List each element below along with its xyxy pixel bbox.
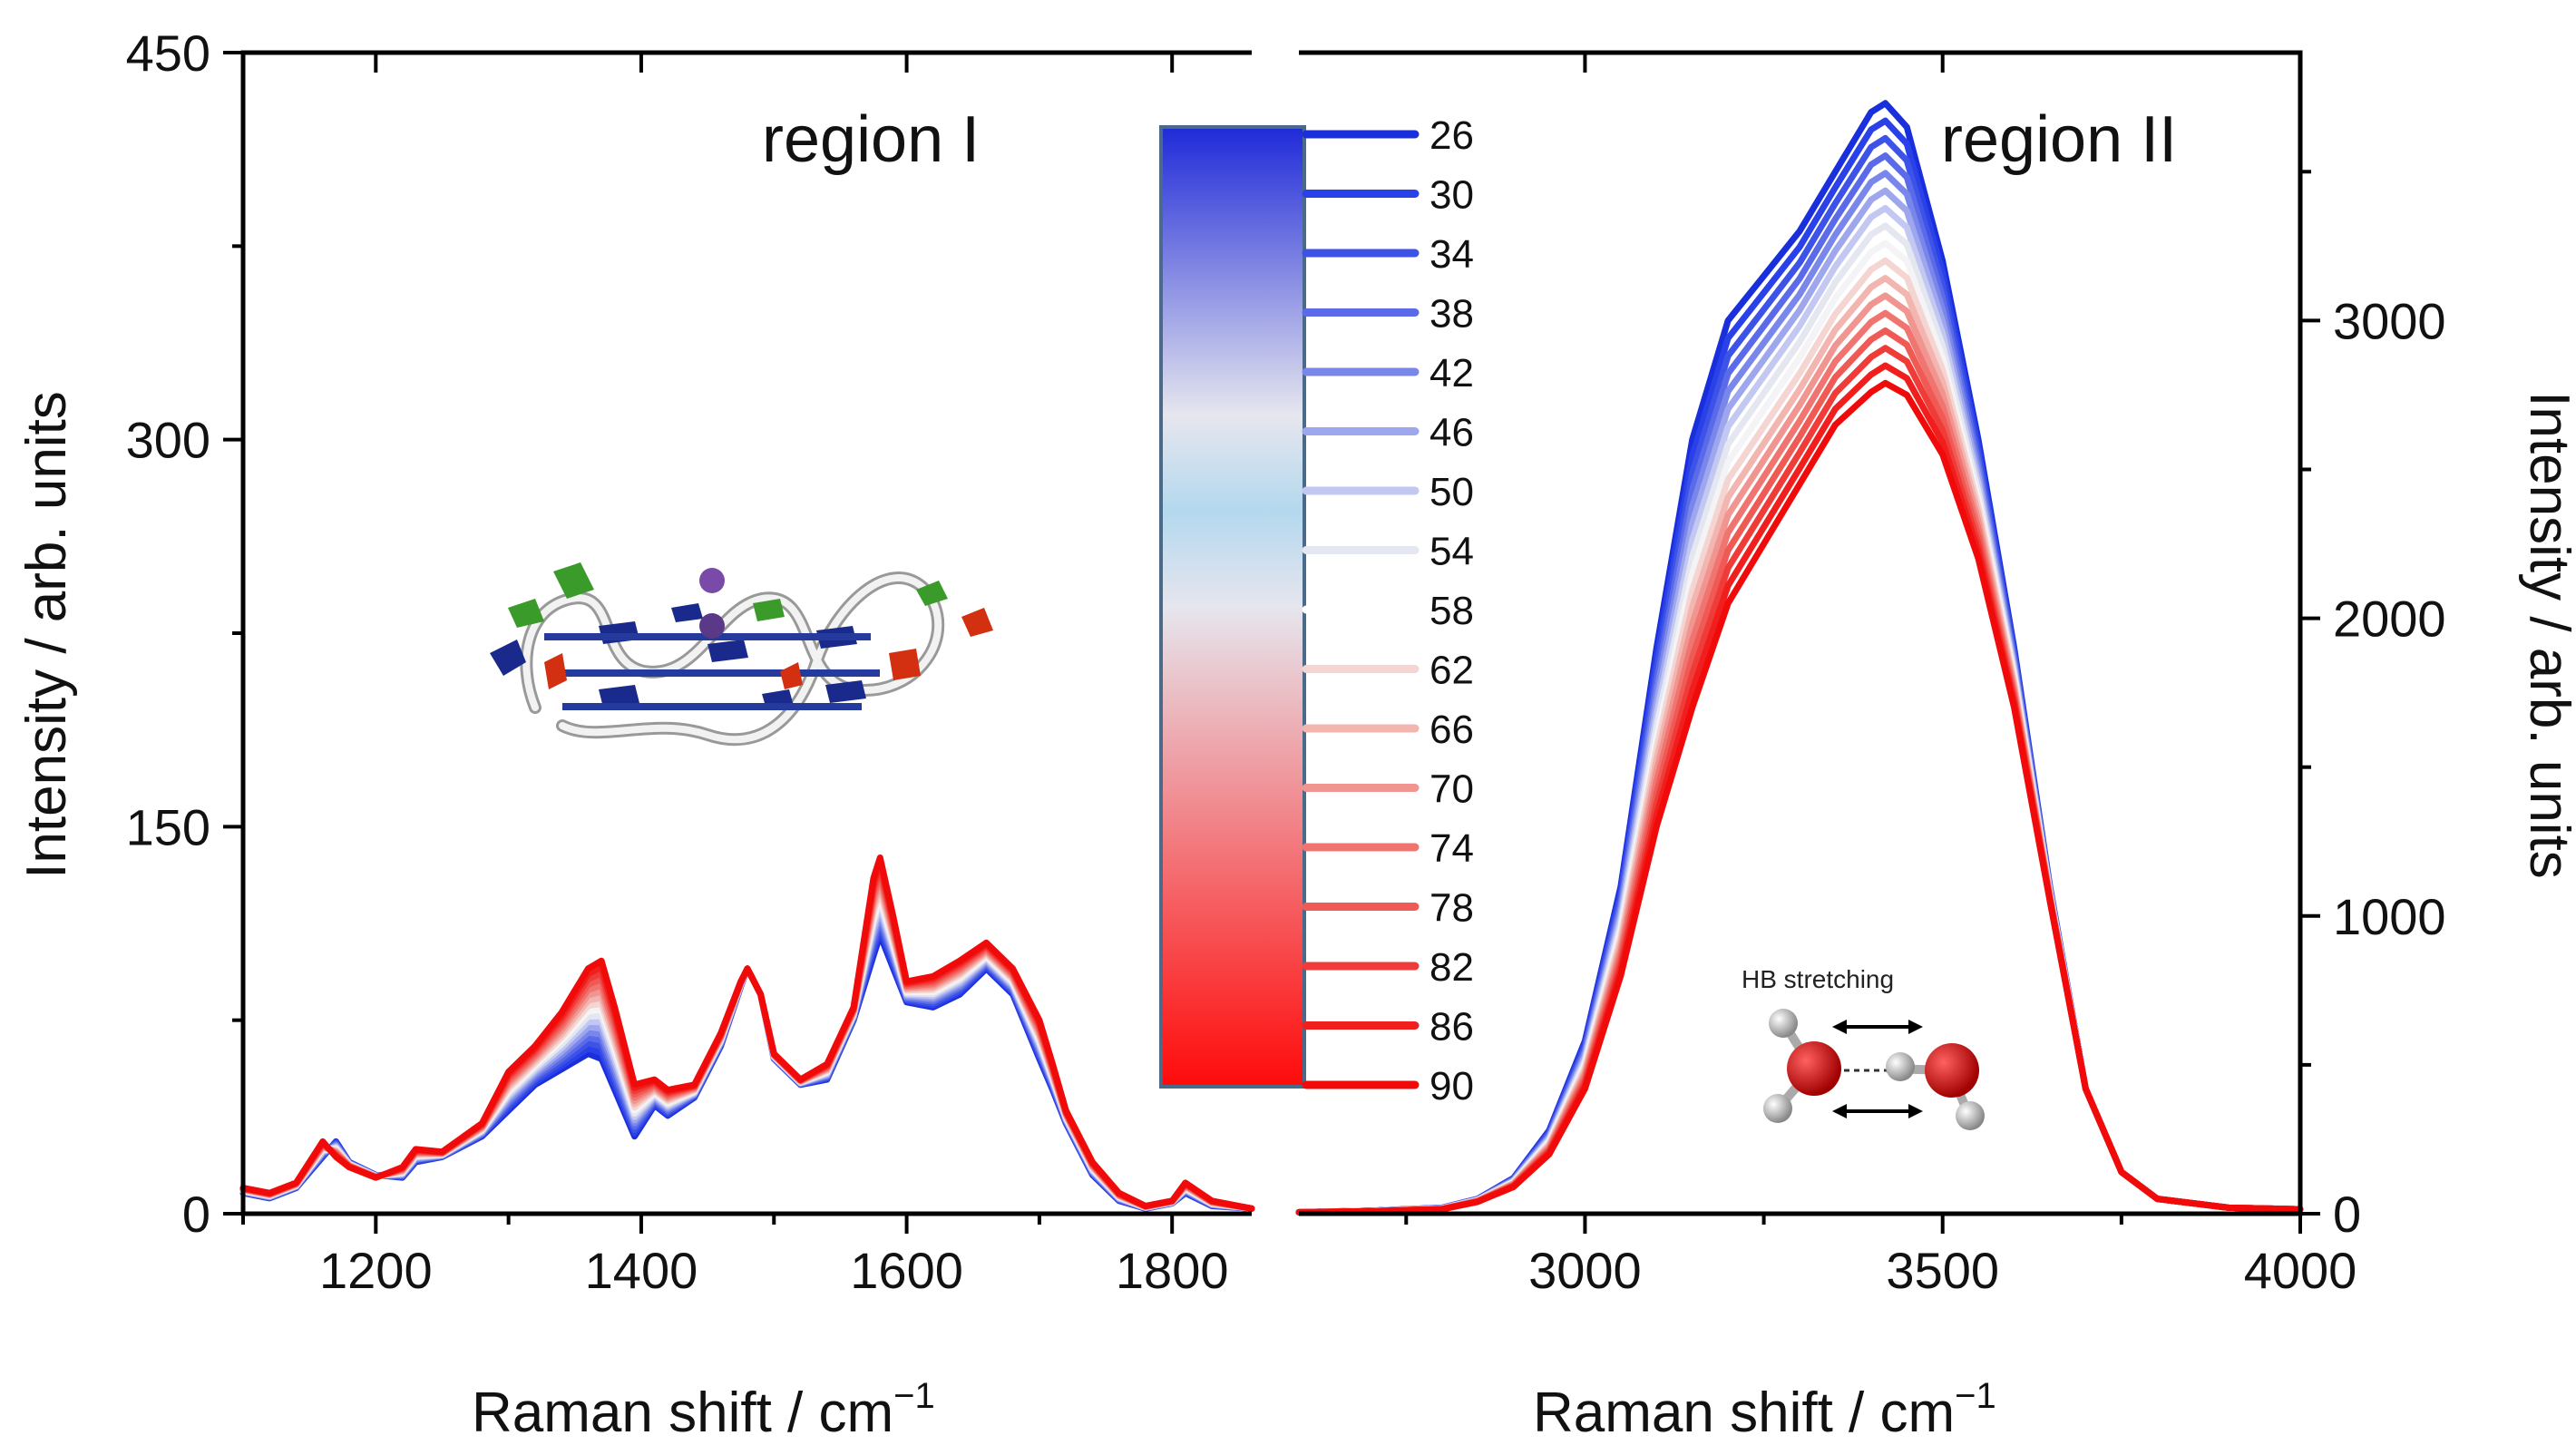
left-x-axis-title-sup: −1 (893, 1376, 935, 1416)
y-tick-label: 0 (182, 1186, 210, 1243)
right-x-axis-title-sup: −1 (1955, 1376, 1996, 1416)
left-axis-frame (240, 50, 1252, 1216)
legend-label-58: 58 (1429, 589, 1474, 633)
right-x-axis-title-text: Raman shift / cm (1533, 1382, 1955, 1444)
x-tick-label: 3500 (1886, 1242, 1999, 1299)
legend-label-46: 46 (1429, 411, 1474, 455)
left-x-axis-title-text: Raman shift / cm (472, 1382, 893, 1444)
left-series-74 (239, 874, 1255, 1212)
left-axis-ticks: 1200 1400 1600 1800 0 150 300 450 (126, 24, 1229, 1299)
y-tick-label: 0 (2333, 1186, 2361, 1243)
x-tick-label: 1200 (319, 1242, 433, 1299)
legend-label-66: 66 (1429, 708, 1474, 752)
left-y-axis-title: Intensity / arb. units (15, 391, 78, 879)
legend-label-38: 38 (1429, 292, 1474, 337)
legend-label-70: 70 (1429, 767, 1474, 812)
legend-label-50: 50 (1429, 470, 1474, 514)
left-series-86 (239, 859, 1255, 1212)
right-region-label: region II (1941, 103, 2177, 176)
left-series-54 (239, 898, 1255, 1212)
y-tick-label: 450 (126, 24, 210, 82)
colorbar (1159, 125, 1306, 1089)
legend-label-26: 26 (1429, 113, 1474, 158)
left-series-50 (239, 903, 1255, 1212)
legend-label-82: 82 (1429, 945, 1474, 990)
legend-label-74: 74 (1429, 826, 1474, 871)
left-panel: 1200 1400 1600 1800 0 150 300 450 region I Rama… (15, 24, 1255, 1444)
legend-label-34: 34 (1429, 232, 1474, 277)
right-series-90 (1295, 379, 2304, 1216)
right-axis-frame (1299, 50, 2303, 1216)
x-tick-label: 3000 (1528, 1242, 1642, 1299)
hb-stretching-caption: HB stretching (1742, 965, 1894, 993)
left-series-70 (239, 878, 1255, 1212)
right-series-group (1295, 100, 2304, 1216)
y-tick-label: 1000 (2333, 888, 2446, 945)
right-y-axis-title: Intensity / arb. units (2518, 391, 2576, 879)
left-series-group (239, 854, 1255, 1212)
left-series-66 (239, 884, 1255, 1212)
legend-label-62: 62 (1429, 649, 1474, 693)
left-series-62 (239, 888, 1255, 1212)
temperature-legend: 26 30 34 38 42 46 50 54 58 62 66 70 74 78 82 86 90 (1159, 113, 1474, 1108)
legend-label-86: 86 (1429, 1005, 1474, 1050)
left-series-58 (239, 893, 1255, 1212)
legend-items: 26 30 34 38 42 46 50 54 58 62 66 70 74 78 82 86 90 (1302, 113, 1474, 1108)
left-series-46 (239, 907, 1255, 1212)
left-series-38 (239, 917, 1255, 1212)
left-x-axis-title: Raman shift / cm−1 (472, 1376, 935, 1444)
y-tick-label: 150 (126, 798, 210, 855)
x-tick-label: 1600 (850, 1242, 963, 1299)
water-dimer-molecule-icon: HB stretching (1742, 965, 1985, 1130)
y-tick-label: 2000 (2333, 591, 2446, 648)
legend-label-42: 42 (1429, 351, 1474, 395)
x-tick-label: 4000 (2244, 1242, 2357, 1299)
left-region-label: region I (762, 103, 980, 176)
legend-label-30: 30 (1429, 173, 1474, 218)
y-tick-label: 3000 (2333, 292, 2446, 349)
left-series-90 (239, 854, 1255, 1212)
legend-label-78: 78 (1429, 886, 1474, 931)
x-tick-label: 1400 (585, 1242, 698, 1299)
x-tick-label: 1800 (1116, 1242, 1229, 1299)
left-series-42 (239, 913, 1255, 1212)
legend-label-54: 54 (1429, 530, 1474, 574)
left-series-78 (239, 869, 1255, 1212)
legend-label-90: 90 (1429, 1064, 1474, 1108)
left-series-82 (239, 864, 1255, 1212)
right-x-axis-title: Raman shift / cm−1 (1533, 1376, 1996, 1444)
g-quadruplex-structure-icon (490, 562, 993, 747)
y-tick-label: 300 (126, 412, 210, 469)
